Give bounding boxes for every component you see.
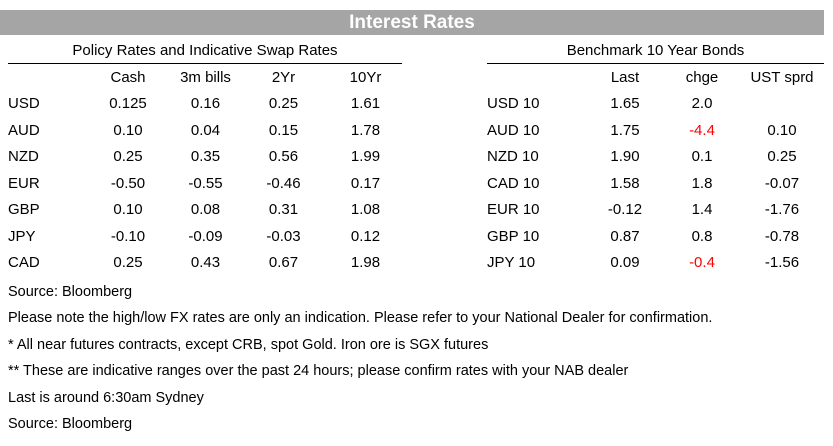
2yr-value: -0.03 — [266, 227, 301, 245]
last-value: 1.65 — [610, 95, 640, 112]
ust-spread-value: 0.10 — [767, 121, 797, 139]
cash-value: -0.50 — [110, 174, 146, 192]
change-value: 1.4 — [691, 201, 713, 218]
change-value: -4.4 — [689, 121, 715, 139]
10yr-value: 1.99 — [350, 148, 381, 165]
column-header-chge: chge — [685, 69, 719, 86]
row-label: CAD 10 — [487, 174, 540, 192]
row-label: EUR — [8, 174, 40, 192]
row-label: CAD — [8, 254, 40, 271]
10yr-value: 1.08 — [350, 201, 381, 218]
10yr-value: 0.12 — [350, 227, 381, 245]
source-note: Source: Bloomberg — [8, 284, 133, 300]
10yr-value: 1.78 — [350, 121, 381, 139]
row-label: NZD — [8, 148, 39, 165]
source-note: Source: Bloomberg — [8, 415, 133, 432]
row-label: AUD — [8, 121, 40, 139]
2yr-value: 0.56 — [268, 148, 299, 165]
3m-bills-value: 0.16 — [190, 95, 221, 112]
row-label: NZD 10 — [487, 148, 539, 165]
ust-spread-value: -0.07 — [764, 174, 800, 192]
3m-bills-value: 0.04 — [190, 121, 221, 139]
10yr-value: 1.98 — [350, 254, 381, 271]
change-value: 0.1 — [691, 148, 713, 165]
row-label: EUR 10 — [487, 201, 540, 218]
change-value: 2.0 — [691, 95, 713, 112]
footnotes: Source: Bloomberg Please note the high/l… — [8, 279, 824, 437]
ust-spread-value: -0.78 — [764, 227, 800, 245]
row-label: GBP — [8, 201, 40, 218]
cash-value: 0.10 — [113, 121, 143, 139]
last-value: 1.75 — [610, 121, 640, 139]
last-value: 0.09 — [610, 254, 640, 271]
cash-value: -0.10 — [110, 227, 146, 245]
2yr-value: 0.25 — [268, 95, 299, 112]
policy-rates-divider — [8, 63, 402, 64]
10yr-value: 1.61 — [350, 95, 381, 112]
row-label: AUD 10 — [487, 121, 540, 139]
3m-bills-value: 0.35 — [190, 148, 221, 165]
2yr-value: -0.46 — [266, 174, 301, 192]
10yr-value: 0.17 — [350, 174, 381, 192]
column-header-10yr: 10Yr — [349, 69, 382, 86]
timing-note: Last is around 6:30am Sydney — [8, 389, 204, 406]
column-header-cash: Cash — [110, 69, 146, 86]
column-header-3m-bills: 3m bills — [180, 69, 231, 86]
benchmark-bonds-divider — [487, 63, 824, 64]
3m-bills-value: 0.08 — [190, 201, 221, 218]
cash-value: 0.10 — [113, 201, 143, 218]
2yr-value: 0.15 — [268, 121, 299, 139]
3m-bills-value: -0.09 — [188, 227, 223, 245]
last-value: 1.58 — [610, 174, 640, 192]
change-value: -0.4 — [689, 254, 715, 271]
row-label: JPY 10 — [487, 254, 536, 271]
policy-rates-title: Policy Rates and Indicative Swap Rates — [72, 42, 338, 59]
ust-spread-value — [747, 91, 817, 117]
benchmark-bonds-title: Benchmark 10 Year Bonds — [566, 42, 745, 59]
2yr-value: 0.31 — [268, 201, 299, 218]
3m-bills-value: 0.43 — [190, 254, 221, 271]
change-value: 1.8 — [691, 174, 713, 192]
row-label: USD 10 — [487, 95, 540, 112]
last-value: -0.12 — [607, 201, 643, 218]
column-header-2yr: 2Yr — [271, 69, 296, 86]
3m-bills-value: -0.55 — [188, 174, 223, 192]
page-title: Interest Rates — [0, 10, 824, 35]
cash-value: 0.25 — [113, 254, 143, 271]
cash-value: 0.125 — [109, 95, 147, 112]
ust-spread-value: -1.56 — [764, 254, 800, 271]
futures-note: * All near futures contracts, except CRB… — [8, 336, 489, 353]
column-header-last: Last — [610, 69, 640, 86]
cash-value: 0.25 — [113, 148, 143, 165]
row-label: USD — [8, 95, 40, 112]
2yr-value: 0.67 — [268, 254, 299, 271]
column-header-ust-sprd: UST sprd — [750, 69, 814, 86]
fx-disclaimer-note: Please note the high/low FX rates are on… — [8, 310, 713, 327]
row-label: GBP 10 — [487, 227, 540, 245]
last-value: 0.87 — [610, 227, 640, 245]
ranges-note: ** These are indicative ranges over the … — [8, 363, 629, 380]
ust-spread-value: -1.76 — [764, 201, 800, 218]
row-label: JPY — [8, 227, 36, 245]
last-value: 1.90 — [610, 148, 640, 165]
ust-spread-value: 0.25 — [767, 148, 797, 165]
change-value: 0.8 — [691, 227, 713, 245]
